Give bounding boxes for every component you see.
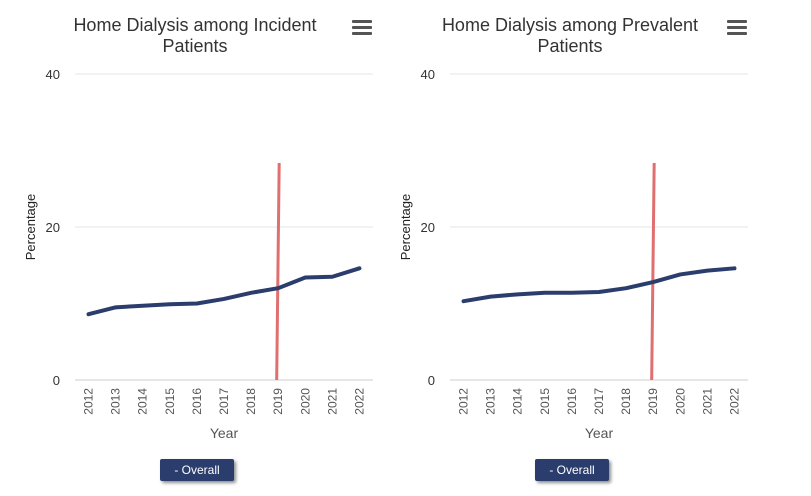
x-axis-title: Year	[210, 425, 239, 441]
data-point	[276, 286, 280, 290]
legend-item-overall[interactable]: - Overall	[160, 459, 234, 481]
y-tick-label: 20	[46, 220, 60, 235]
x-tick-label: 2014	[136, 388, 150, 415]
x-tick-label: 2015	[538, 388, 552, 415]
x-tick-label: 2021	[325, 388, 339, 415]
data-point	[462, 299, 466, 303]
data-point	[570, 291, 574, 295]
data-point	[651, 280, 655, 284]
marker-line-2019	[275, 162, 281, 381]
x-tick-label: 2020	[673, 388, 687, 415]
y-axis-title: Percentage	[398, 194, 413, 261]
data-point	[141, 304, 145, 308]
x-tick-label: 2020	[298, 388, 312, 415]
data-point	[249, 291, 253, 295]
y-axis-title: Percentage	[23, 194, 38, 261]
data-point	[732, 266, 736, 270]
y-tick-label: 0	[428, 373, 435, 388]
x-tick-label: 2018	[244, 388, 258, 415]
x-tick-label: 2015	[163, 388, 177, 415]
x-tick-label: 2017	[217, 388, 231, 415]
series-line-overall	[461, 266, 737, 304]
chart-panel-prevalent: Home Dialysis among Prevalent Patients 0…	[375, 0, 775, 496]
y-tick-label: 0	[53, 373, 60, 388]
x-tick-label: 2017	[592, 388, 606, 415]
y-tick-label: 40	[46, 67, 60, 82]
x-tick-label: 2012	[457, 388, 471, 415]
x-tick-label: 2016	[565, 388, 579, 415]
hamburger-menu-icon[interactable]	[727, 20, 747, 38]
chart-panel-incident: Home Dialysis among Incident Patients 0 2…	[0, 0, 400, 496]
x-tick-label: 2022	[352, 388, 366, 415]
chart-svg: 0 20 40 2012 2013 2014 2015 2016 2017 2018 2019 202…	[23, 67, 373, 441]
x-tick-label: 2013	[109, 388, 123, 415]
x-tick-label: 2016	[190, 388, 204, 415]
data-point	[87, 312, 91, 316]
data-point	[516, 292, 520, 296]
data-point	[168, 302, 172, 306]
data-point	[543, 291, 547, 295]
y-tick-label: 20	[421, 220, 435, 235]
x-tick-label: 2012	[82, 388, 96, 415]
chart-title: Home Dialysis among Incident Patients	[73, 15, 317, 56]
y-tick-label: 40	[421, 67, 435, 82]
x-tick-label: 2022	[727, 388, 741, 415]
x-tick-label: 2013	[484, 388, 498, 415]
data-point	[114, 305, 118, 309]
data-point	[303, 275, 307, 279]
marker-line-2019	[650, 162, 656, 381]
data-point	[222, 297, 226, 301]
x-tick-label: 2019	[646, 388, 660, 415]
chart-svg: 0 20 40 2012 2013 2014 2015 2016 2017 2018 2019 202…	[398, 67, 748, 441]
data-point	[705, 269, 709, 273]
hamburger-menu-icon[interactable]	[352, 20, 372, 38]
data-point	[678, 272, 682, 276]
x-axis-title: Year	[585, 425, 614, 441]
data-point	[357, 266, 361, 270]
data-point	[330, 275, 334, 279]
legend-item-overall[interactable]: - Overall	[535, 459, 609, 481]
data-point	[489, 295, 493, 299]
data-point	[195, 302, 199, 305]
x-tick-label: 2018	[619, 388, 633, 415]
data-point	[624, 286, 628, 290]
x-tick-label: 2021	[700, 388, 714, 415]
series-line-overall	[86, 266, 362, 317]
chart-title: Home Dialysis among Prevalent Patients	[441, 15, 699, 56]
x-tick-label: 2019	[271, 388, 285, 415]
x-tick-label: 2014	[511, 388, 525, 415]
data-point	[597, 290, 601, 294]
